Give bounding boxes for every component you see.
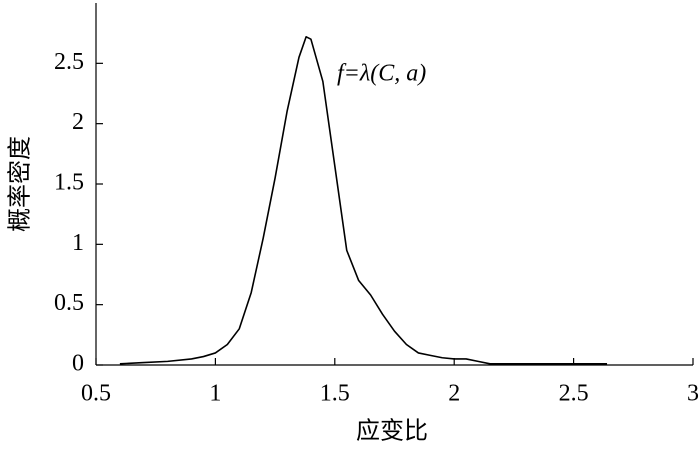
x-tick-label: 1 (209, 381, 221, 407)
y-axis-label: 概率密度 (7, 136, 34, 232)
line (119, 35, 608, 365)
y-tick-label: 0.5 (54, 290, 84, 316)
x-tick-label: 3 (687, 381, 699, 407)
y-tick-label: 2.5 (54, 49, 84, 75)
x-tick-label: 2 (448, 381, 460, 407)
y-tick-label: 1 (72, 230, 84, 256)
y-tick-label: 0 (72, 351, 84, 377)
annotation: f=λ(C, a) (337, 61, 426, 87)
x-tick-label: 2.5 (559, 381, 589, 407)
y-tick-label: 2 (72, 109, 84, 135)
y-tick-label: 1.5 (54, 170, 84, 196)
x-axis-label: 应变比 (356, 418, 428, 445)
x-tick-label: 0.5 (81, 381, 111, 407)
x-tick-label: 1.5 (320, 381, 350, 407)
